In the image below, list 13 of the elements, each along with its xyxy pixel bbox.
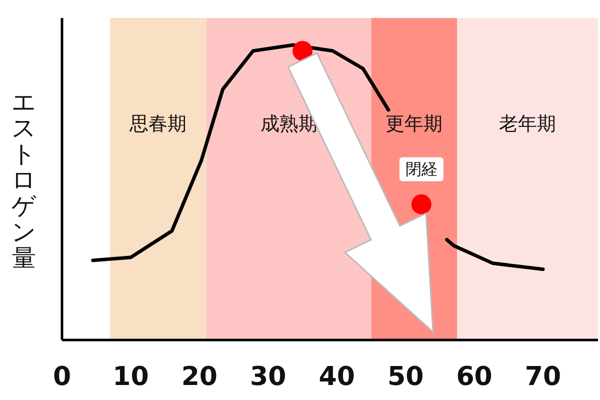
- x-tick-label: 50: [387, 362, 424, 392]
- annotation: 閉経: [405, 159, 438, 178]
- x-tick-label: 10: [112, 362, 149, 392]
- band-label: 更年期: [386, 113, 443, 135]
- x-tick-label: 20: [181, 362, 218, 392]
- x-tick-label: 70: [524, 362, 562, 392]
- x-tick-label: 0: [52, 362, 72, 392]
- band-label: 思春期: [128, 113, 187, 135]
- x-tick-label: 30: [250, 362, 286, 392]
- band-label: 老年期: [499, 113, 556, 135]
- y-axis-title: エストロゲン量: [12, 88, 36, 272]
- x-tick-label: 60: [456, 362, 492, 392]
- x-tick-label: 40: [318, 362, 355, 392]
